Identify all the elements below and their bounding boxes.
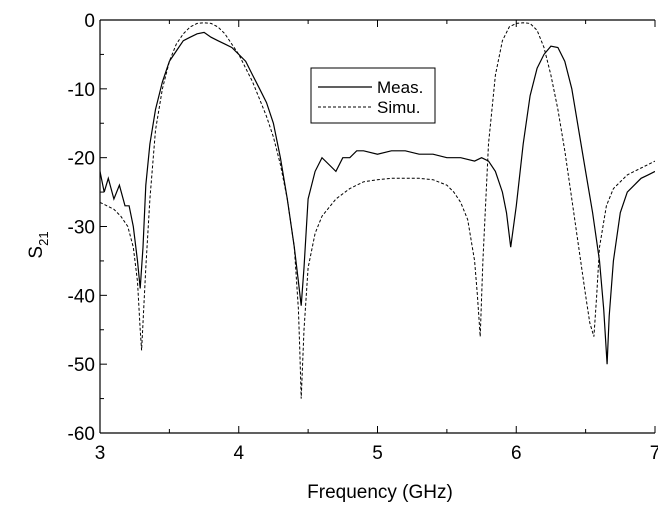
svg-text:S21: S21 bbox=[26, 231, 51, 258]
series-line-simu bbox=[100, 22, 655, 399]
x-tick-label: 4 bbox=[233, 443, 244, 464]
y-tick-label: -30 bbox=[68, 218, 95, 239]
x-tick-label: 5 bbox=[372, 443, 383, 464]
plot-area bbox=[100, 22, 655, 399]
legend: Meas. Simu. bbox=[310, 67, 436, 124]
axes bbox=[99, 19, 656, 434]
x-tick-label: 6 bbox=[511, 443, 522, 464]
y-axis-title: S21 bbox=[26, 231, 51, 258]
y-axis-title-subscript: 21 bbox=[36, 231, 51, 245]
y-tick-label: 0 bbox=[84, 11, 95, 32]
series-line-meas bbox=[100, 31, 655, 365]
y-tick-label: -60 bbox=[68, 424, 95, 445]
x-tick-label: 3 bbox=[95, 443, 106, 464]
y-axis-title-main: S bbox=[26, 246, 47, 259]
y-tick-label: -20 bbox=[68, 149, 95, 170]
legend-box bbox=[310, 67, 436, 124]
legend-label-simu: Simu. bbox=[377, 98, 420, 117]
x-tick-label: 7 bbox=[650, 443, 658, 464]
y-tick-label: -40 bbox=[68, 286, 95, 307]
legend-label-meas: Meas. bbox=[377, 78, 423, 97]
y-tick-label: -10 bbox=[68, 80, 95, 101]
tick-labels: 3 4 5 6 7 0 -10 -20 -30 -40 -50 -60 bbox=[68, 11, 658, 464]
x-axis-title: Frequency (GHz) bbox=[307, 482, 453, 503]
y-tick-label: -50 bbox=[68, 355, 95, 376]
